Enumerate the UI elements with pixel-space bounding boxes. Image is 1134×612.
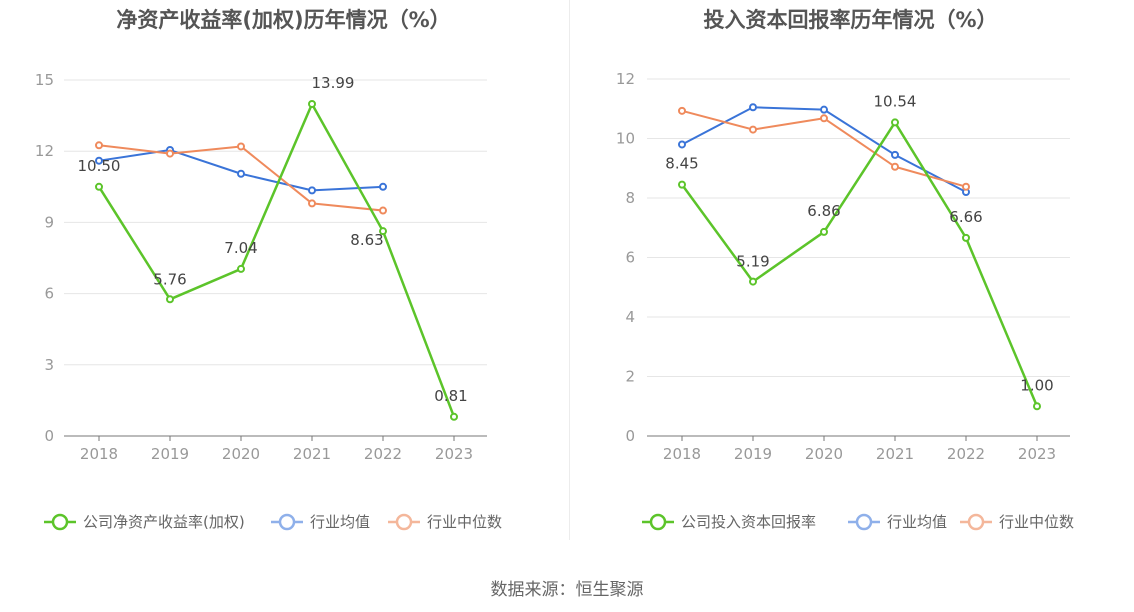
x-tick-label: 2020 xyxy=(805,445,843,463)
legend-marker-icon xyxy=(278,513,296,531)
data-point-company[interactable] xyxy=(1033,402,1041,411)
roe-chart-plot: 0 3 6 9 12 15 2018 2019 2020 2021 2022 2023 10.50 5.7… xyxy=(35,71,502,531)
data-point-company[interactable] xyxy=(749,277,757,286)
legend-label: 公司投入资本回报率 xyxy=(681,513,816,531)
data-point-company[interactable] xyxy=(166,295,174,304)
y-tick-label: 12 xyxy=(616,70,635,88)
data-point-company[interactable] xyxy=(308,99,316,108)
data-point-median[interactable] xyxy=(678,106,686,115)
legend-marker-icon xyxy=(967,513,985,531)
data-label: 10.54 xyxy=(874,92,917,110)
y-tick-label: 9 xyxy=(44,213,54,231)
roic-chart-title: 投入资本回报率历年情况（%） xyxy=(703,8,998,32)
data-source-note: 数据来源：恒生聚源 xyxy=(490,580,644,600)
y-tick-label: 10 xyxy=(616,130,635,148)
data-point-median[interactable] xyxy=(962,182,970,191)
data-point-median[interactable] xyxy=(820,114,828,123)
data-point-company[interactable] xyxy=(95,182,103,191)
roic-chart-plot: 0 2 4 6 8 10 12 2018 2019 2020 2021 2022 2023 8.45 5.1… xyxy=(616,70,1074,531)
data-point-median[interactable] xyxy=(95,141,103,150)
data-point-company[interactable] xyxy=(379,227,387,236)
y-tick-label: 8 xyxy=(625,189,635,207)
legend-label: 行业中位数 xyxy=(427,513,502,531)
legend-item-median[interactable]: 行业中位数 xyxy=(960,513,1074,531)
series-line-company xyxy=(97,102,456,418)
data-label: 10.50 xyxy=(78,157,121,175)
x-tick-label: 2023 xyxy=(435,445,473,463)
data-point-average[interactable] xyxy=(95,156,103,165)
legend-item-average[interactable]: 行业均值 xyxy=(848,513,947,531)
x-tick-label: 2018 xyxy=(663,445,701,463)
x-tick-label: 2022 xyxy=(364,445,402,463)
legend-item-average[interactable]: 行业均值 xyxy=(271,513,370,531)
data-label: 1.00 xyxy=(1020,376,1053,394)
x-tick-label: 2021 xyxy=(293,445,331,463)
data-label: 0.81 xyxy=(434,387,467,405)
data-point-company[interactable] xyxy=(450,412,458,421)
legend-item-company[interactable]: 公司投入资本回报率 xyxy=(642,513,816,531)
legend-marker-icon xyxy=(649,513,667,531)
legend-marker-icon xyxy=(855,513,873,531)
data-point-average[interactable] xyxy=(308,186,316,195)
data-point-company[interactable] xyxy=(237,264,245,273)
data-point-median[interactable] xyxy=(379,206,387,215)
data-point-median[interactable] xyxy=(237,142,245,151)
data-point-company[interactable] xyxy=(891,118,899,127)
data-point-average[interactable] xyxy=(749,103,757,112)
legend-item-median[interactable]: 行业中位数 xyxy=(388,513,502,531)
legend-label: 行业均值 xyxy=(887,513,947,531)
data-label: 13.99 xyxy=(312,74,355,92)
data-point-median[interactable] xyxy=(166,149,174,158)
data-point-median[interactable] xyxy=(308,199,316,208)
data-point-average[interactable] xyxy=(820,105,828,114)
legend-label: 行业中位数 xyxy=(999,513,1074,531)
legend-marker-icon xyxy=(51,513,69,531)
y-tick-label: 3 xyxy=(44,356,54,374)
series-line-company xyxy=(680,121,1039,407)
x-tick-label: 2022 xyxy=(947,445,985,463)
y-tick-label: 0 xyxy=(44,427,54,445)
y-tick-label: 4 xyxy=(625,308,635,326)
x-tick-label: 2021 xyxy=(876,445,914,463)
legend-label: 行业均值 xyxy=(310,513,370,531)
y-tick-label: 0 xyxy=(625,427,635,445)
y-tick-label: 6 xyxy=(44,285,54,303)
data-label: 6.66 xyxy=(949,208,982,226)
y-tick-label: 2 xyxy=(625,368,635,386)
data-point-company[interactable] xyxy=(962,233,970,242)
data-point-company[interactable] xyxy=(820,227,828,236)
data-label: 5.19 xyxy=(736,253,769,271)
data-label: 7.04 xyxy=(224,239,257,257)
y-tick-label: 15 xyxy=(35,71,54,89)
data-point-median[interactable] xyxy=(749,125,757,134)
legend-marker-icon xyxy=(395,513,413,531)
data-point-average[interactable] xyxy=(237,169,245,178)
legend-label: 公司净资产收益率(加权) xyxy=(83,513,245,531)
data-point-average[interactable] xyxy=(678,140,686,149)
data-label: 6.86 xyxy=(807,202,840,220)
x-tick-label: 2020 xyxy=(222,445,260,463)
data-label: 8.45 xyxy=(665,155,698,173)
data-point-average[interactable] xyxy=(379,182,387,191)
data-point-average[interactable] xyxy=(891,150,899,159)
y-tick-label: 12 xyxy=(35,142,54,160)
x-tick-label: 2018 xyxy=(80,445,118,463)
data-point-median[interactable] xyxy=(891,162,899,171)
roe-chart-panel: 净资产收益率(加权)历年情况（%） 0 3 6 9 12 15 2018 2019 2020 20… xyxy=(0,0,567,550)
x-tick-label: 2023 xyxy=(1018,445,1056,463)
y-tick-label: 6 xyxy=(625,249,635,267)
legend-item-company[interactable]: 公司净资产收益率(加权) xyxy=(44,513,245,531)
x-tick-label: 2019 xyxy=(151,445,189,463)
data-point-company[interactable] xyxy=(678,180,686,189)
x-tick-label: 2019 xyxy=(734,445,772,463)
roic-chart-panel: 投入资本回报率历年情况（%） 0 2 4 6 8 10 12 2018 2019 2020 2021… xyxy=(567,0,1134,550)
data-label: 5.76 xyxy=(153,270,186,288)
roe-chart-title: 净资产收益率(加权)历年情况（%） xyxy=(116,8,451,32)
panel-divider xyxy=(569,0,570,540)
data-label: 8.63 xyxy=(350,231,383,249)
